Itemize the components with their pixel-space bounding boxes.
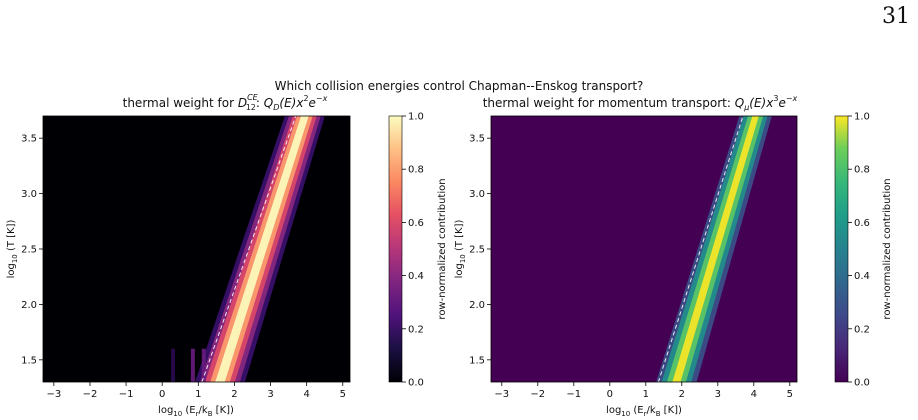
left-y-ticks: 1.5 2.0 2.5 3.0 3.5 [21,134,43,366]
x-tick-label: 5 [340,389,346,400]
right-colorbar [834,115,849,383]
striation [190,348,195,382]
right-colorbar-ticks: 0.0 0.2 0.4 0.6 0.8 1.0 [848,112,870,389]
left-colorbar-ticks: 0.0 0.2 0.4 0.6 0.8 1.0 [402,112,424,389]
colorbar-tick-label: 0.8 [408,165,424,176]
x-tick-label: −2 [530,389,545,400]
x-tick-label: −1 [566,389,581,400]
x-tick-label: 4 [751,389,757,400]
colorbar-tick-label: 0.6 [408,218,424,229]
guide-line [201,116,297,382]
x-tick-label: 3 [715,389,721,400]
y-tick-label: 2.0 [21,300,37,311]
y-tick-label: 2.5 [469,245,485,256]
right-heatmap [656,116,772,382]
y-tick-label: 3.0 [469,189,485,200]
y-tick-label: 2.0 [469,300,485,311]
colorbar-tick-label: 1.0 [408,112,424,123]
right-y-axis-label: log10 (T [K]) [454,220,467,279]
x-tick-label: 5 [787,389,793,400]
x-tick-label: −1 [119,389,134,400]
striation [201,348,206,382]
guide-line [657,116,744,382]
y-tick-label: 3.5 [469,134,485,145]
colorbar-tick-label: 0.2 [408,324,424,335]
x-tick-label: 0 [607,389,613,400]
x-tick-label: −3 [494,389,509,400]
colorbar-tick-label: 0.4 [854,271,870,282]
colorbar-tick-label: 0.0 [854,378,870,389]
left-y-axis-label: log10 (T [K]) [6,220,19,279]
left-panel: thermal weight for DCE 12: QD(E)x2e−x −3−… [6,93,448,418]
colorbar-tick-label: 0.2 [854,324,870,335]
x-tick-label: −3 [46,389,61,400]
x-tick-label: 2 [679,389,685,400]
y-tick-label: 1.5 [21,355,37,366]
right-y-ticks: 1.5 2.0 2.5 3.0 3.5 [469,134,491,366]
page-number: 31 [882,4,910,29]
x-tick-label: −2 [83,389,98,400]
colorbar-tick-label: 0.8 [854,165,870,176]
x-tick-label: 4 [303,389,309,400]
right-panel: thermal weight for momentum transport: Q… [454,94,893,418]
left-heatmap [171,116,325,382]
x-tick-label: 1 [195,389,201,400]
y-tick-label: 3.0 [21,189,37,200]
colorbar-tick-label: 0.6 [854,218,870,229]
left-colorbar [388,115,403,383]
y-tick-label: 1.5 [469,355,485,366]
left-x-axis-label: log10 (Er/kB [K]) [158,405,234,418]
y-tick-label: 3.5 [21,134,37,145]
left-panel-title: thermal weight for DCE 12: QD(E)x2e−x [123,93,328,112]
right-x-axis-label: log10 (Er/kB [K]) [606,405,682,418]
y-tick-label: 2.5 [21,245,37,256]
right-x-ticks: −3 −2 −1 0 1 2 3 4 5 [494,382,793,400]
left-colorbar-label: row-normalized contribution [437,178,448,319]
right-panel-title: thermal weight for momentum transport: Q… [483,94,798,112]
colorbar-tick-label: 0.4 [408,271,424,282]
striation [171,348,176,382]
colorbar-tick-label: 1.0 [854,112,870,123]
x-tick-label: 2 [231,389,237,400]
x-tick-label: 1 [643,389,649,400]
figure-suptitle: Which collision energies control Chapman… [275,79,644,93]
left-x-ticks: −3 −2 −1 0 1 2 3 4 5 [46,382,346,400]
heat-band-level-5 [215,116,309,382]
colorbar-tick-label: 0.0 [408,378,424,389]
right-colorbar-label: row-normalized contribution [882,178,893,319]
x-tick-label: 3 [267,389,273,400]
x-tick-label: 0 [159,389,165,400]
heat-band-level-4 [672,116,759,382]
